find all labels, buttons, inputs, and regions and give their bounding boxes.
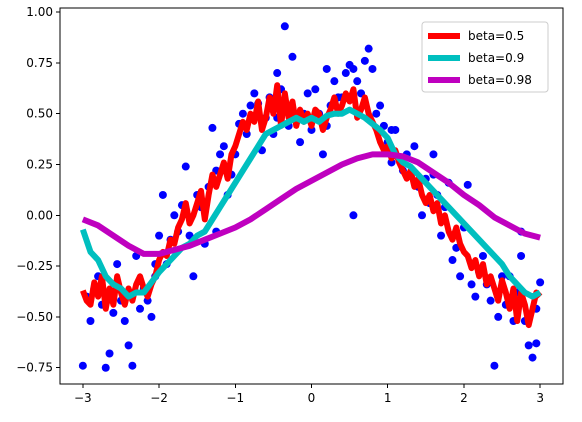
y-tick-label-3: 0.00: [26, 208, 53, 222]
legend-box: [421, 21, 549, 93]
scatter-point-103: [471, 292, 480, 301]
scatter-point-71: [349, 64, 358, 73]
scatter-point-7: [105, 349, 114, 358]
scatter-point-13: [128, 361, 137, 370]
scatter-point-21: [158, 190, 167, 199]
scatter-point-34: [208, 123, 217, 132]
scatter-point-94: [437, 231, 446, 240]
scatter-point-121: [349, 211, 358, 220]
legend-label-1: beta=0.9: [468, 51, 524, 65]
legend-label-2: beta=0.98: [468, 73, 532, 87]
scatter-point-107: [486, 296, 495, 305]
scatter-point-69: [341, 69, 350, 78]
scatter-point-105: [478, 251, 487, 260]
scatter-point-109: [494, 312, 503, 321]
scatter-point-24: [170, 211, 179, 220]
scatter-point-66: [330, 77, 339, 86]
scatter-point-59: [303, 89, 312, 98]
scatter-point-87: [410, 142, 419, 151]
y-tick-label-1: −0.50: [16, 310, 53, 324]
scatter-point-78: [376, 101, 385, 110]
scatter-point-6: [101, 363, 110, 372]
scatter-point-61: [311, 85, 320, 94]
scatter-point-115: [517, 251, 526, 260]
scatter-point-0: [78, 361, 87, 370]
x-tick-label-5: 2: [460, 391, 468, 405]
scatter-point-55: [288, 52, 297, 61]
scatter-point-102: [467, 280, 476, 289]
x-tick-label-0: −3: [74, 391, 92, 405]
scatter-point-11: [120, 316, 129, 325]
y-tick-label-6: 0.75: [26, 56, 53, 70]
scatter-point-101: [463, 180, 472, 189]
scatter-point-99: [456, 272, 465, 281]
scatter-point-76: [368, 64, 377, 73]
scatter-point-89: [418, 211, 427, 220]
scatter-point-75: [364, 44, 373, 53]
scatter-point-18: [147, 312, 156, 321]
x-tick-label-2: −1: [226, 391, 244, 405]
scatter-point-117: [524, 341, 533, 350]
scatter-point-118: [528, 353, 537, 362]
series-line-beta-0-98: [81, 151, 541, 257]
legend-label-0: beta=0.5: [468, 29, 524, 43]
scatter-point-57: [296, 138, 305, 147]
x-tick-label-4: 1: [384, 391, 392, 405]
scatter-point-36: [216, 150, 225, 159]
scatter-point-45: [250, 89, 259, 98]
series-line-beta-0-9: [80, 106, 542, 300]
x-tick-label-3: 0: [308, 391, 316, 405]
scatter-point-77: [372, 109, 381, 118]
scatter-point-124: [387, 125, 396, 134]
axes-layer: −3 −2 −1 0 1 2 3 −0.75 −0.50 −0.25 0.00 0.25 0.50 0.7…: [16, 5, 564, 405]
scatter-point-97: [448, 256, 457, 265]
scatter-point-44: [246, 101, 255, 110]
scatter-point-127: [532, 339, 541, 348]
x-tick-label-1: −2: [150, 391, 168, 405]
y-tick-label-2: −0.25: [16, 259, 53, 273]
scatter-point-29: [189, 272, 198, 281]
x-tick-label-6: 3: [536, 391, 544, 405]
scatter-point-63: [318, 150, 327, 159]
y-tick-label-5: 0.50: [26, 107, 53, 121]
scatter-point-51: [273, 69, 282, 78]
series-line-beta-0-5: [80, 82, 543, 329]
scatter-point-120: [536, 278, 545, 287]
scatter-point-8: [109, 308, 118, 317]
scatter-point-15: [136, 304, 145, 313]
y-tick-label-4: 0.25: [26, 157, 53, 171]
plot-layer: [78, 22, 545, 372]
scatter-point-2: [86, 316, 95, 325]
scatter-point-108: [490, 361, 499, 370]
scatter-point-122: [322, 64, 331, 73]
scatter-point-74: [360, 56, 369, 65]
scatter-point-12: [124, 341, 133, 350]
scatter-point-53: [280, 22, 289, 31]
scatter-point-9: [113, 260, 122, 269]
scatter-point-42: [238, 109, 247, 118]
scatter-point-129: [429, 150, 438, 159]
scatter-point-27: [181, 162, 190, 171]
y-tick-label-0: −0.75: [16, 361, 53, 375]
scatter-point-37: [219, 142, 228, 151]
scatter-point-20: [155, 231, 164, 240]
scatter-point-72: [353, 77, 362, 86]
y-tick-label-7: 1.00: [26, 5, 53, 19]
legend: beta=0.5 beta=0.9 beta=0.98: [421, 21, 549, 93]
